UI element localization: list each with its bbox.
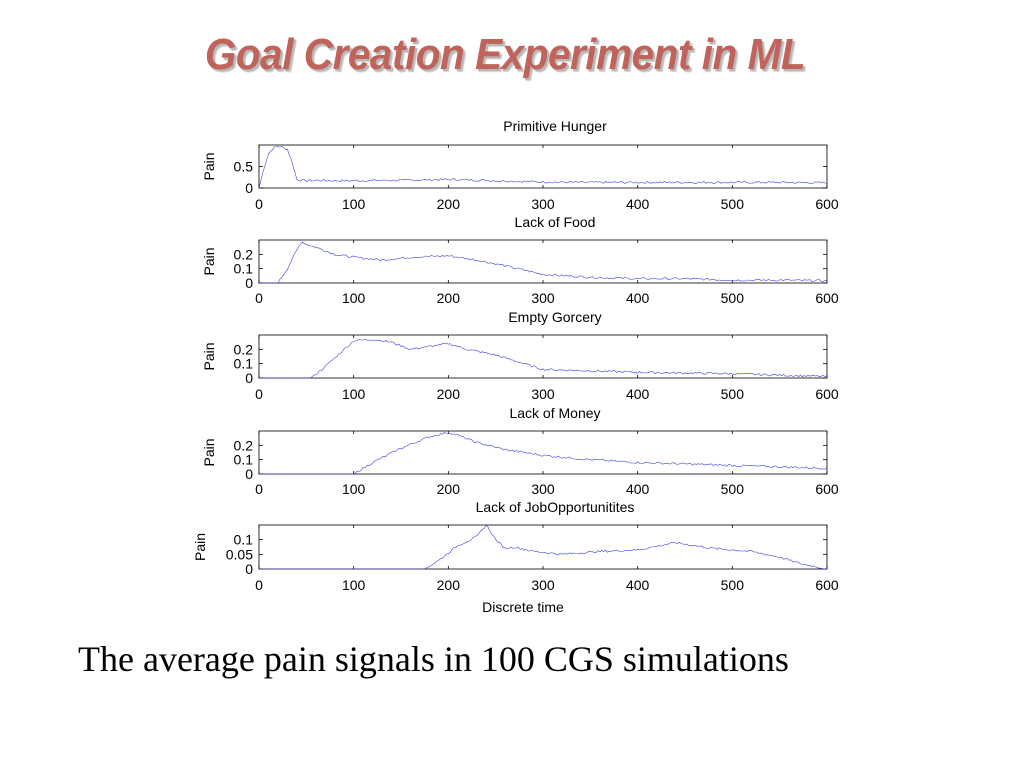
plot-frame [258,334,828,379]
x-tick-label: 200 [437,577,461,593]
x-tick-label: 200 [437,290,461,306]
x-tick-label: 200 [437,386,461,402]
y-axis-label: Pain [201,152,217,180]
y-tick-label: 0 [245,275,253,291]
x-tick-label: 200 [437,196,461,212]
x-tick-label: 0 [255,386,263,402]
x-tick-label: 100 [342,196,366,212]
series-line [259,241,828,284]
slide-title: Goal Creation Experiment in ML [204,30,806,79]
x-tick-label: 600 [815,290,839,306]
x-tick-label: 300 [531,196,555,212]
x-tick-label: 600 [815,577,839,593]
x-tick-label: 100 [342,577,366,593]
x-tick-label: 0 [255,481,263,497]
y-axis-label: Pain [201,342,217,370]
x-tick-label: 400 [626,196,650,212]
chart-title: Lack of JobOpportunitites [476,499,635,515]
x-tick-label: 300 [531,386,555,402]
y-tick-label: 0 [245,370,253,386]
x-tick-label: 0 [255,290,263,306]
x-tick-label: 500 [721,386,745,402]
plot-frame [258,430,828,475]
x-axis-label: Discrete time [482,599,564,615]
x-tick-label: 100 [342,290,366,306]
x-tick-label: 400 [626,481,650,497]
y-tick-label: 0 [245,561,253,577]
y-tick-label: 0.1 [234,261,254,277]
x-tick-label: 0 [255,196,263,212]
x-tick-label: 0 [255,577,263,593]
y-tick-label: 0 [245,180,253,196]
y-tick-label: 0.2 [234,341,254,357]
x-tick-label: 300 [531,481,555,497]
series-line [259,338,828,379]
x-tick-label: 100 [342,481,366,497]
y-tick-label: 0.5 [234,159,254,175]
y-tick-label: 0.1 [234,356,254,372]
y-axis-label: Pain [201,247,217,275]
y-axis-label: Pain [192,533,208,561]
x-tick-label: 100 [342,386,366,402]
plot-frame [258,239,828,284]
x-tick-label: 500 [721,290,745,306]
slide-caption: The average pain signals in 100 CGS simu… [78,639,789,679]
x-tick-label: 600 [815,196,839,212]
series-line [259,524,827,570]
y-tick-label: 0.1 [234,532,254,548]
chart-panel-2: Lack of Food 0 100 200 300 400 500 600 00.10.2 Pa… [201,214,839,306]
x-tick-label: 200 [437,481,461,497]
chart-panel-3: Empty Gorcery 0 100 200 300 400 500 600 00.10.2 P… [201,309,839,402]
x-tick-label: 600 [815,481,839,497]
y-tick-label: 0.05 [226,546,253,562]
chart-panel-1: Primitive Hunger 0 100 200 300 400 500 600 0 0.5 P… [201,118,839,212]
x-tick-label: 300 [531,577,555,593]
chart-title: Primitive Hunger [503,118,607,134]
x-tick-label: 400 [626,577,650,593]
x-tick-label: 500 [721,196,745,212]
series-line [259,431,828,475]
x-tick-label: 500 [721,481,745,497]
y-tick-label: 0.2 [234,246,254,262]
y-tick-label: 0.1 [234,452,254,468]
chart-panel-5: Lack of JobOpportunitites 0 100 200 300 400 50… [192,499,839,615]
series-line [258,146,828,189]
x-tick-label: 400 [626,290,650,306]
x-tick-label: 500 [721,577,745,593]
y-tick-label: 0 [245,466,253,482]
chart-title: Lack of Food [515,214,596,230]
chart-panel-4: Lack of Money 0 100 200 300 400 500 600 00.10.2 P… [201,405,839,497]
y-axis-label: Pain [201,438,217,466]
chart-title: Empty Gorcery [508,309,601,325]
chart-title: Lack of Money [509,405,600,421]
y-tick-label: 0.2 [234,437,254,453]
x-tick-label: 400 [626,386,650,402]
x-tick-label: 600 [815,386,839,402]
x-tick-label: 300 [531,290,555,306]
plot-frame [258,524,828,570]
